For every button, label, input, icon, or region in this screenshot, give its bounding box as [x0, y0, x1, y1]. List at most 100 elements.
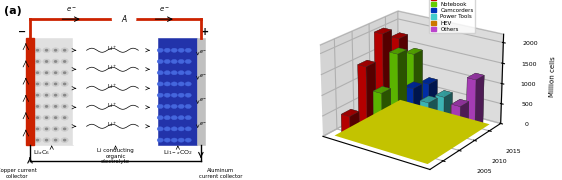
Circle shape	[185, 71, 191, 75]
Circle shape	[185, 48, 191, 52]
Circle shape	[37, 61, 39, 62]
Circle shape	[178, 59, 184, 64]
Circle shape	[37, 128, 39, 130]
Circle shape	[157, 93, 164, 97]
Circle shape	[52, 59, 59, 64]
Circle shape	[164, 93, 170, 97]
Circle shape	[61, 127, 68, 131]
Circle shape	[55, 106, 57, 107]
Circle shape	[46, 117, 48, 118]
Circle shape	[171, 116, 178, 120]
Circle shape	[34, 138, 41, 143]
Circle shape	[61, 104, 68, 109]
Circle shape	[52, 127, 59, 131]
Circle shape	[43, 48, 50, 53]
Circle shape	[185, 93, 191, 97]
Circle shape	[185, 138, 191, 142]
Circle shape	[61, 59, 68, 64]
Circle shape	[34, 59, 41, 64]
Circle shape	[79, 86, 85, 90]
Text: Li$^+$: Li$^+$	[107, 120, 117, 129]
Circle shape	[43, 115, 50, 120]
Circle shape	[178, 127, 184, 131]
Circle shape	[157, 82, 164, 86]
Text: $e^-$: $e^-$	[198, 121, 207, 128]
Text: Aluminum
current collector: Aluminum current collector	[200, 168, 243, 179]
Text: $e^-$: $e^-$	[66, 5, 76, 14]
Circle shape	[171, 93, 178, 97]
Circle shape	[46, 94, 48, 96]
Circle shape	[43, 138, 50, 143]
Circle shape	[171, 48, 178, 52]
Circle shape	[61, 70, 68, 75]
Circle shape	[140, 86, 146, 90]
Text: Li$^+$: Li$^+$	[107, 44, 117, 53]
Circle shape	[64, 128, 66, 130]
Circle shape	[43, 93, 50, 98]
Circle shape	[164, 71, 170, 75]
Circle shape	[112, 11, 136, 27]
Circle shape	[64, 106, 66, 107]
Circle shape	[157, 59, 164, 64]
Circle shape	[64, 94, 66, 96]
Circle shape	[61, 138, 68, 143]
Circle shape	[37, 117, 39, 118]
Circle shape	[46, 61, 48, 62]
Bar	[34, 38, 73, 145]
Circle shape	[37, 106, 39, 107]
Circle shape	[185, 82, 191, 86]
Circle shape	[185, 59, 191, 64]
Circle shape	[157, 104, 164, 109]
Circle shape	[64, 83, 66, 85]
Circle shape	[178, 82, 184, 86]
Circle shape	[171, 138, 178, 142]
Circle shape	[178, 71, 184, 75]
Circle shape	[178, 104, 184, 109]
Circle shape	[171, 59, 178, 64]
Circle shape	[55, 50, 57, 51]
Text: Copper current
collector: Copper current collector	[0, 168, 37, 179]
Circle shape	[178, 93, 184, 97]
Circle shape	[61, 115, 68, 120]
Circle shape	[79, 67, 85, 71]
Bar	[73, 38, 158, 145]
Circle shape	[140, 124, 146, 128]
Circle shape	[34, 127, 41, 131]
Circle shape	[164, 127, 170, 131]
Circle shape	[171, 104, 178, 109]
Circle shape	[46, 106, 48, 107]
Circle shape	[37, 83, 39, 85]
Circle shape	[64, 140, 66, 141]
Circle shape	[171, 82, 178, 86]
Circle shape	[185, 116, 191, 120]
Circle shape	[157, 127, 164, 131]
Circle shape	[34, 104, 41, 109]
Text: A: A	[121, 15, 126, 24]
Circle shape	[61, 48, 68, 53]
Circle shape	[46, 128, 48, 130]
Circle shape	[43, 70, 50, 75]
Circle shape	[37, 72, 39, 73]
Circle shape	[164, 82, 170, 86]
Circle shape	[64, 50, 66, 51]
Circle shape	[140, 105, 146, 109]
Circle shape	[46, 50, 48, 51]
Circle shape	[55, 83, 57, 85]
Circle shape	[43, 59, 50, 64]
Circle shape	[157, 71, 164, 75]
Circle shape	[140, 67, 146, 71]
Circle shape	[164, 104, 170, 109]
Text: Li$_{1-x}$CO$_2$: Li$_{1-x}$CO$_2$	[163, 148, 193, 157]
Circle shape	[185, 127, 191, 131]
Circle shape	[64, 117, 66, 118]
Circle shape	[79, 105, 85, 109]
Circle shape	[164, 48, 170, 52]
Circle shape	[37, 50, 39, 51]
Circle shape	[164, 138, 170, 142]
Circle shape	[43, 82, 50, 86]
Text: $e^-$: $e^-$	[198, 48, 207, 56]
Text: Li$^+$: Li$^+$	[107, 63, 117, 72]
Circle shape	[37, 94, 39, 96]
Circle shape	[34, 115, 41, 120]
Bar	[26, 38, 34, 145]
